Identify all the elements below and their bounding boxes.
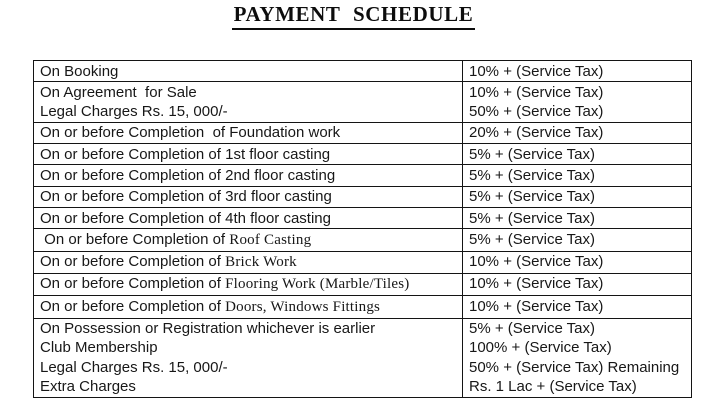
milestone-text: On Booking xyxy=(40,62,119,80)
payment-line: 100% + (Service Tax) xyxy=(469,339,612,357)
milestone-text: Legal Charges Rs. 15, 000/- xyxy=(40,358,228,376)
milestone-line: Legal Charges Rs. 15, 000/- xyxy=(40,102,458,121)
payment-line: 20% + (Service Tax) xyxy=(469,124,604,142)
payment-cell: 10% + (Service Tax) 50% + (Service Tax) xyxy=(462,81,692,123)
milestone-cell: On or before Completion of 1st floor cas… xyxy=(33,143,463,166)
milestone-text: On or before Completion of 2nd floor cas… xyxy=(40,166,336,184)
payment-line: 10% + (Service Tax) xyxy=(469,253,604,271)
milestone-text: On or before Completion of xyxy=(40,275,226,293)
payment-line: 10% + (Service Tax) xyxy=(469,62,604,80)
table-row: On or before Completion of Brick Work 10%… xyxy=(33,250,692,274)
milestone-cell: On or before Completion of 3rd floor cas… xyxy=(33,185,463,209)
milestone-text: On or before Completion of xyxy=(40,230,230,248)
payment-line: 5% + (Service Tax) xyxy=(469,188,596,206)
table-row: On or before Completion of 3rd floor cas… xyxy=(33,185,692,209)
milestone-cell: On Possession or Registration whichever … xyxy=(33,317,463,398)
payment-line: 5% + (Service Tax) xyxy=(469,166,596,184)
payment-cell: 5% + (Service Tax) 100% + (Service Tax) 50… xyxy=(462,317,692,398)
table-row: On or before Completion of Roof Casting 5… xyxy=(33,228,692,252)
milestone-line: On or before Completion of Brick Work xyxy=(40,252,458,272)
milestone-line: Club Membership xyxy=(40,338,458,357)
table-row: On Agreement for Sale Legal Charges Rs. 1… xyxy=(33,81,692,123)
milestone-text-serif: Roof Casting xyxy=(229,231,312,248)
milestone-text: On or before Completion of 1st floor cas… xyxy=(40,145,331,163)
milestone-cell: On Agreement for Sale Legal Charges Rs. 1… xyxy=(33,81,463,123)
milestone-cell: On Booking xyxy=(33,59,463,83)
milestone-line: On Possession or Registration whichever … xyxy=(40,319,458,338)
payment-table-body: On Booking 10% + (Service Tax) On Agreemen… xyxy=(33,59,692,398)
payment-cell: 10% + (Service Tax) xyxy=(462,59,692,83)
table-row: On Booking 10% + (Service Tax) xyxy=(33,59,692,83)
payment-cell: 20% + (Service Tax) xyxy=(462,121,692,145)
milestone-cell: On or before Completion of Doors, Window… xyxy=(33,295,463,319)
milestone-text-serif: Doors, Windows Fittings xyxy=(225,298,381,315)
table-row: On or before Completion of Foundation wo… xyxy=(33,121,692,145)
milestone-line: On or before Completion of 2nd floor cas… xyxy=(40,166,458,185)
milestone-line: On or before Completion of Flooring Work… xyxy=(40,274,458,294)
milestone-cell: On or before Completion of Foundation wo… xyxy=(33,121,463,145)
payment-cell: 10% + (Service Tax) xyxy=(462,272,692,297)
milestone-text-serif: Brick Work xyxy=(225,254,297,271)
milestone-line: Legal Charges Rs. 15, 000/- xyxy=(40,358,458,377)
payment-cell: 5% + (Service Tax) xyxy=(462,207,692,230)
milestone-text: On Agreement for Sale xyxy=(40,83,197,101)
milestone-line: Extra Charges xyxy=(40,377,458,396)
payment-cell: 10% + (Service Tax) xyxy=(462,295,692,319)
table-row: On Possession or Registration whichever … xyxy=(33,317,692,398)
milestone-line: On or before Completion of 3rd floor cas… xyxy=(40,187,458,206)
milestone-line: On or before Completion of Roof Casting xyxy=(40,230,458,250)
milestone-cell: On or before Completion of Brick Work xyxy=(33,250,463,274)
payment-line: 10% + (Service Tax) xyxy=(469,297,604,315)
table-row: On or before Completion of 1st floor cas… xyxy=(33,143,692,166)
payment-line: 5% + (Service Tax) xyxy=(469,145,596,163)
page-title-wrap: PAYMENT SCHEDULE xyxy=(0,2,707,30)
milestone-cell: On or before Completion of 2nd floor cas… xyxy=(33,164,463,187)
payment-cell: 5% + (Service Tax) xyxy=(462,185,692,209)
milestone-text: On or before Completion of xyxy=(40,253,226,271)
milestone-line: On or before Completion of 1st floor cas… xyxy=(40,145,458,164)
table-row: On or before Completion of Doors, Window… xyxy=(33,295,692,319)
milestone-line: On Booking xyxy=(40,62,458,81)
payment-line: 10% + (Service Tax) xyxy=(469,83,604,101)
milestone-line: On Agreement for Sale xyxy=(40,83,458,102)
page-title: PAYMENT SCHEDULE xyxy=(231,2,476,30)
milestone-text: Legal Charges Rs. 15, 000/- xyxy=(40,103,228,121)
milestone-text: On or before Completion of 4th floor cas… xyxy=(40,209,331,227)
milestone-line: On or before Completion of Doors, Window… xyxy=(40,297,458,317)
milestone-text: On Possession or Registration whichever … xyxy=(40,320,376,338)
milestone-line: On or before Completion of 4th floor cas… xyxy=(40,209,458,228)
payment-cell: 5% + (Service Tax) xyxy=(462,143,692,166)
milestone-text: On or before Completion of Foundation wo… xyxy=(40,124,341,142)
milestone-cell: On or before Completion of 4th floor cas… xyxy=(33,207,463,230)
milestone-text: On or before Completion of xyxy=(40,297,226,315)
payment-line: 5% + (Service Tax) xyxy=(469,209,596,227)
table-row: On or before Completion of 4th floor cas… xyxy=(33,207,692,230)
milestone-text-serif: Flooring Work (Marble/Tiles) xyxy=(225,276,410,293)
payment-line: 50% + (Service Tax) Remaining xyxy=(469,358,680,376)
payment-line: 5% + (Service Tax) xyxy=(469,320,596,338)
table-row: On or before Completion of 2nd floor cas… xyxy=(33,164,692,187)
payment-cell: 10% + (Service Tax) xyxy=(462,250,692,274)
payment-line: 10% + (Service Tax) xyxy=(469,275,604,293)
milestone-line: On or before Completion of Foundation wo… xyxy=(40,123,458,142)
milestone-text: On or before Completion of 3rd floor cas… xyxy=(40,188,332,206)
payment-cell: 5% + (Service Tax) xyxy=(462,164,692,187)
payment-line: 50% + (Service Tax) xyxy=(469,103,604,121)
payment-line: Rs. 1 Lac + (Service Tax) xyxy=(469,377,637,395)
milestone-cell: On or before Completion of Flooring Work… xyxy=(33,272,463,297)
milestone-text: Extra Charges xyxy=(40,377,136,395)
payment-line: 5% + (Service Tax) xyxy=(469,230,596,248)
table-row: On or before Completion of Flooring Work… xyxy=(33,272,692,297)
milestone-text: Club Membership xyxy=(40,339,158,357)
payment-table: On Booking 10% + (Service Tax) On Agreemen… xyxy=(33,59,692,398)
milestone-cell: On or before Completion of Roof Casting xyxy=(33,228,463,252)
payment-cell: 5% + (Service Tax) xyxy=(462,228,692,252)
